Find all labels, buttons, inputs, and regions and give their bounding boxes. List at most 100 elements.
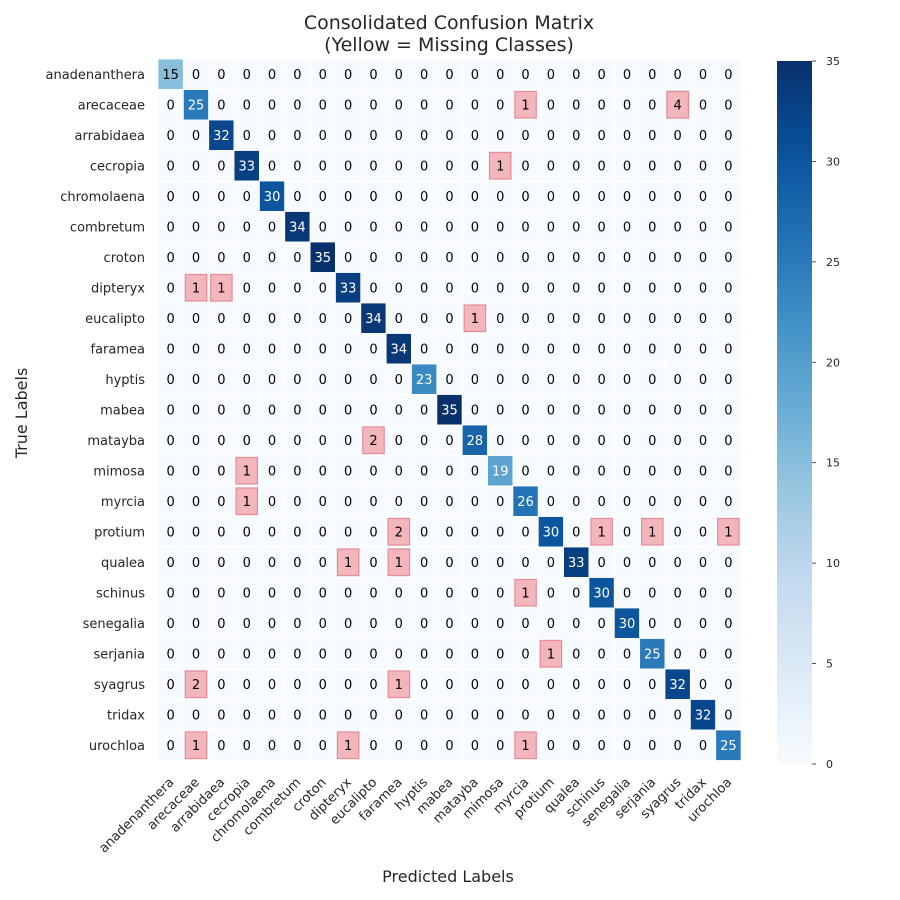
cell-value: 0 [445, 464, 453, 479]
heatmap-cell [563, 546, 590, 578]
cell-value: 0 [445, 434, 453, 449]
cell-value: 0 [293, 525, 301, 540]
heatmap-cell [487, 577, 514, 609]
cell-value: 0 [547, 678, 555, 693]
heatmap-cell [335, 607, 362, 639]
cell-value: 0 [445, 708, 453, 723]
heatmap-cell [411, 577, 438, 609]
cell-value: 0 [572, 434, 580, 449]
cell-value: 0 [167, 495, 175, 510]
heatmap-cell [233, 516, 260, 548]
y-tick-label: croton [104, 251, 145, 266]
cell-value: 0 [369, 190, 377, 205]
heatmap-cell [411, 272, 438, 304]
cell-value: 0 [268, 739, 276, 754]
cell-value: 0 [395, 708, 403, 723]
cell-value: 0 [420, 190, 428, 205]
cell-value: 0 [167, 556, 175, 571]
heatmap-cell [689, 241, 717, 273]
heatmap-cell [487, 668, 514, 700]
cell-value: 0 [471, 586, 479, 601]
cell-value: 0 [623, 678, 631, 693]
cell-value: 0 [369, 739, 377, 754]
heatmap-cell [208, 363, 235, 395]
cell-value: 0 [395, 647, 403, 662]
heatmap-cell [309, 180, 336, 212]
cell-value: 2 [369, 434, 377, 449]
cell-value: 0 [293, 98, 301, 113]
cell-value: 0 [420, 708, 428, 723]
heatmap-cell [461, 272, 488, 304]
heatmap-cell [385, 150, 412, 182]
heatmap-cell [436, 119, 463, 151]
cell-value: 1 [521, 586, 529, 601]
cell-value: 0 [674, 739, 682, 754]
heatmap-cell [258, 89, 286, 121]
cell-value: 0 [648, 678, 656, 693]
heatmap-cell [385, 241, 412, 273]
cell-value: 0 [623, 251, 631, 266]
heatmap-cell [563, 180, 590, 212]
heatmap-cell [284, 729, 311, 761]
y-tick-label: senegalia [83, 617, 145, 632]
heatmap-cell [360, 272, 387, 304]
heatmap-cell [436, 668, 463, 700]
cell-value: 0 [445, 739, 453, 754]
cell-value: 0 [420, 251, 428, 266]
heatmap-cell [284, 119, 311, 151]
y-tick-label: mabea [100, 403, 145, 418]
misclassification-highlight [666, 90, 689, 119]
cell-value: 0 [167, 617, 175, 632]
misclassification-highlight [235, 456, 259, 485]
cell-value: 0 [217, 190, 225, 205]
heatmap-cell [639, 455, 666, 487]
cell-value: 0 [420, 68, 428, 83]
cell-value: 0 [243, 68, 251, 83]
heatmap-cell [258, 394, 286, 426]
cell-value: 35 [441, 403, 458, 418]
cell-value: 0 [319, 68, 327, 83]
cell-value: 0 [268, 68, 276, 83]
cell-value: 0 [293, 373, 301, 388]
cell-value: 0 [369, 525, 377, 540]
cell-value: 0 [496, 434, 504, 449]
cell-value: 0 [648, 220, 656, 235]
cell-value: 0 [420, 342, 428, 357]
cell-value: 0 [217, 312, 225, 327]
cell-value: 0 [724, 190, 732, 205]
heatmap-cell [512, 211, 539, 243]
cell-value: 0 [217, 525, 225, 540]
cell-value: 0 [395, 281, 403, 296]
cell-value: 0 [597, 373, 605, 388]
heatmap-cell [715, 668, 742, 700]
cell-value: 0 [597, 281, 605, 296]
cell-value: 0 [471, 98, 479, 113]
cell-value: 0 [395, 617, 403, 632]
cell-value: 0 [319, 464, 327, 479]
heatmap-cell [537, 241, 565, 273]
cell-value: 0 [344, 98, 352, 113]
cell-value: 0 [293, 403, 301, 418]
cell-value: 0 [521, 708, 529, 723]
cell-value: 0 [623, 342, 631, 357]
cell-value: 0 [445, 190, 453, 205]
cell-value: 0 [496, 495, 504, 510]
cell-value: 0 [471, 129, 479, 144]
heatmap-cell [664, 302, 691, 334]
heatmap-cell [411, 302, 438, 334]
heatmap-cell [537, 729, 565, 761]
cell-value: 0 [192, 373, 200, 388]
cell-value: 0 [597, 464, 605, 479]
heatmap-cell [563, 729, 590, 761]
heatmap-cell [411, 485, 438, 517]
heatmap-cell [411, 729, 438, 761]
cell-value: 0 [547, 68, 555, 83]
heatmap-cell [512, 119, 539, 151]
cell-value: 0 [192, 312, 200, 327]
cell-value: 0 [674, 525, 682, 540]
heatmap-cell [182, 180, 210, 212]
heatmap-cell [689, 89, 717, 121]
heatmap-cell [360, 729, 387, 761]
cell-value: 0 [597, 403, 605, 418]
heatmap-cell [360, 668, 387, 700]
